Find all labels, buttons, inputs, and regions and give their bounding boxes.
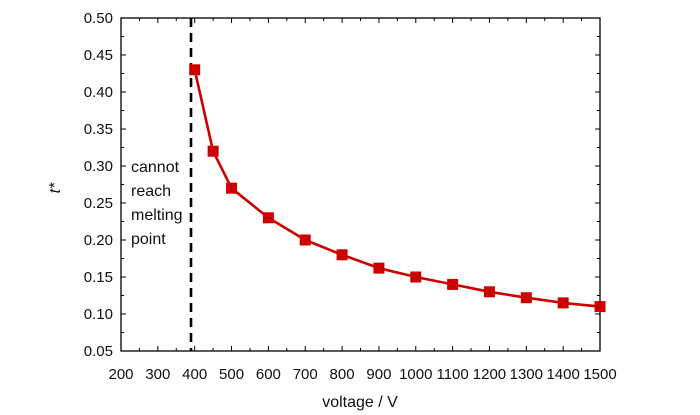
x-tick-label: 700 [293,366,318,383]
y-tick-label: 0.50 [84,10,113,27]
x-tick-label: 900 [366,366,391,383]
y-tick-label: 0.10 [84,306,113,323]
x-tick-label: 1300 [510,366,543,383]
ticks-group [120,17,601,352]
data-point [262,212,274,224]
data-point [520,292,532,304]
y-tick-label: 0.40 [84,84,113,101]
y-tick-label: 0.25 [84,195,113,212]
x-tick-label: 400 [182,366,207,383]
x-tick-label: 800 [330,366,355,383]
x-tick-label: 1100 [436,366,468,383]
x-tick-label: 500 [219,366,244,383]
annotation-line: reach [131,183,171,200]
y-tick-label: 0.05 [84,343,113,360]
x-tick-label: 1000 [399,366,432,383]
data-point [410,271,422,283]
y-axis-label: t* [47,182,64,193]
data-point [557,297,569,309]
annotation-line: cannot [131,159,180,176]
x-tick-label: 200 [108,366,133,383]
data-point [336,249,348,261]
data-point [483,286,495,298]
y-tick-label: 0.45 [84,47,113,64]
annotation-text: cannot reach melting point [131,159,183,248]
y-tick-label: 0.15 [84,269,113,286]
data-point [189,64,201,76]
x-tick-label: 1200 [473,366,506,383]
y-tick-label: 0.20 [84,232,113,249]
x-tick-label: 1500 [583,366,616,383]
x-axis-label: voltage / V [322,394,398,411]
x-tick-label: 1400 [546,366,579,383]
series-line [193,69,601,308]
data-point [299,234,311,246]
y-tick-label: 0.30 [84,158,113,175]
labels-group: 200 300 400 500 600 700 800 900 1000 1100 1200 1300… [84,10,617,383]
data-point [207,145,219,157]
annotation-line: melting [131,207,183,224]
series-group [189,64,606,313]
y-tick-label: 0.35 [84,121,113,138]
data-point [226,182,238,194]
data-point [373,262,385,274]
x-tick-label: 300 [145,366,170,383]
annotation-line: point [131,231,166,248]
x-tick-label: 600 [256,366,281,383]
data-point [447,278,459,290]
data-point [594,301,606,313]
